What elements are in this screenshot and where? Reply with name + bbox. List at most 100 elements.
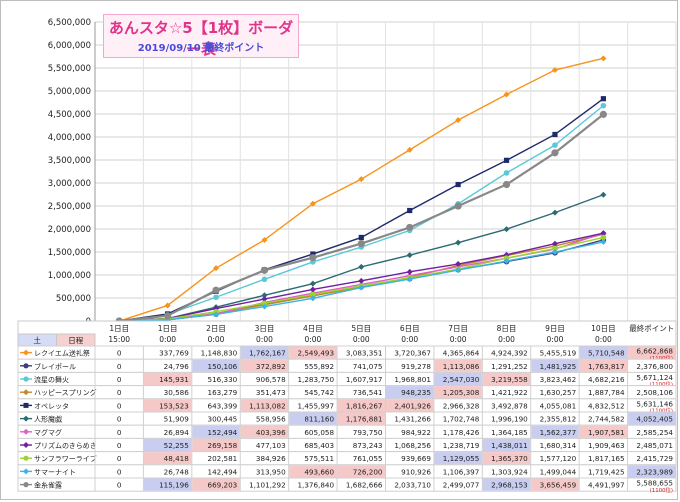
series-name: 金糸雀露	[34, 481, 62, 490]
cell-value: 51,909	[164, 415, 190, 424]
data-point	[454, 202, 462, 210]
cell-value: 873,243	[353, 441, 383, 450]
cell-value: 939,669	[401, 454, 431, 463]
cell-highlight	[192, 425, 240, 438]
data-point	[406, 252, 413, 259]
column-header-top: 4日目	[303, 324, 323, 333]
cell-value: 2,966,328	[443, 401, 480, 410]
data-point	[600, 191, 607, 198]
data-point	[406, 276, 413, 283]
cell-value: 1,680,314	[540, 441, 577, 450]
legend-marker	[23, 376, 29, 382]
data-point	[503, 226, 510, 233]
cell-value: 372,892	[256, 362, 286, 371]
cell-value: 4,052,405	[636, 415, 673, 424]
cell-value: 3,720,367	[394, 349, 431, 358]
data-point	[551, 249, 558, 256]
cell-value: 0	[117, 375, 122, 384]
series-name: サンフラワーライブ	[34, 454, 97, 463]
cell-highlight	[482, 478, 531, 491]
cell-value: 0	[117, 481, 122, 490]
cell-highlight	[628, 465, 676, 478]
cell-value: 0	[117, 401, 122, 410]
cell-value: 0	[117, 428, 122, 437]
cell-highlight	[192, 359, 240, 372]
cell-value: 2,401,926	[394, 401, 431, 410]
cell-value: 1,562,377	[540, 428, 577, 437]
data-point	[164, 312, 172, 320]
legend-marker	[23, 442, 29, 448]
cell-value: 1,148,830	[201, 349, 238, 358]
cell-value: 2,376,800	[636, 362, 673, 371]
cell-highlight	[531, 425, 579, 438]
cell-value: 1,909,463	[588, 441, 625, 450]
cell-value: 3,823,462	[540, 375, 577, 384]
column-header-top: 最終ポイント	[629, 323, 674, 333]
cell-highlight	[289, 346, 337, 359]
series-name: マグマグ	[34, 428, 62, 437]
cell-highlight	[579, 346, 628, 359]
cell-value: 1,607,917	[346, 375, 383, 384]
cell-value: 1,577,120	[540, 454, 577, 463]
cell-value: 558,956	[256, 415, 286, 424]
cell-highlight	[337, 399, 385, 412]
cell-value: 3,083,351	[346, 349, 383, 358]
cell-value: 1,113,086	[443, 362, 480, 371]
legend-marker	[23, 482, 29, 488]
data-point	[600, 102, 607, 109]
data-point	[358, 284, 365, 291]
column-header-top: 8日目	[497, 324, 517, 333]
legend-marker	[23, 455, 29, 461]
column-header-top: 3日目	[255, 324, 275, 333]
cell-value: 2,508,106	[636, 388, 673, 397]
data-point	[503, 258, 510, 265]
data-point	[455, 181, 461, 188]
cell-value: 1,365,370	[491, 454, 528, 463]
corner-label: 土	[34, 335, 42, 345]
cell-value: 1,303,924	[491, 467, 528, 476]
data-point	[261, 296, 268, 303]
cell-highlight	[434, 359, 482, 372]
cell-value: 545,742	[304, 388, 334, 397]
cell-value: 2,585,254	[636, 428, 673, 437]
cell-highlight	[386, 386, 434, 399]
series-name: レクイエム送礼祭	[34, 349, 90, 358]
data-point	[551, 209, 558, 216]
cell-highlight	[531, 359, 579, 372]
cell-value: 1,421,922	[491, 388, 528, 397]
cell-highlight	[579, 425, 628, 438]
data-point	[455, 261, 462, 268]
cell-value: 516,330	[208, 375, 238, 384]
y-tick-label: 3,000,000	[48, 179, 91, 189]
data-point	[358, 277, 365, 284]
legend-marker	[23, 389, 29, 396]
column-header-top: 1日目	[158, 324, 178, 333]
cell-highlight	[192, 438, 240, 452]
data-point	[552, 131, 558, 138]
cell-value: 0	[117, 362, 122, 371]
data-point	[261, 300, 268, 307]
cell-value: 906,578	[256, 375, 286, 384]
cell-value: 761,055	[353, 454, 383, 463]
column-header-top: 6日目	[400, 324, 420, 333]
cell-highlight	[143, 399, 192, 412]
cell-highlight	[579, 359, 628, 372]
column-header-top: 9日目	[545, 324, 565, 333]
cell-value: 741,075	[353, 362, 383, 371]
data-point	[261, 236, 268, 243]
cell-value: 1,682,666	[346, 481, 383, 490]
cell-value: 555,892	[304, 362, 334, 371]
cell-highlight	[434, 372, 482, 386]
cell-highlight	[289, 465, 337, 478]
cell-value: 5,671,124	[636, 373, 673, 382]
cell-value: 24,796	[164, 362, 190, 371]
cell-value: 1,205,308	[443, 388, 480, 397]
cell-value: 1,702,748	[443, 415, 480, 424]
cell-highlight	[240, 425, 289, 438]
column-header-top: 10日目	[591, 324, 616, 333]
column-header-bottom: 0:00	[498, 335, 515, 344]
column-header-bottom: 0:00	[159, 335, 176, 344]
cell-value: 145,931	[159, 375, 189, 384]
cell-value: 948,235	[401, 388, 431, 397]
